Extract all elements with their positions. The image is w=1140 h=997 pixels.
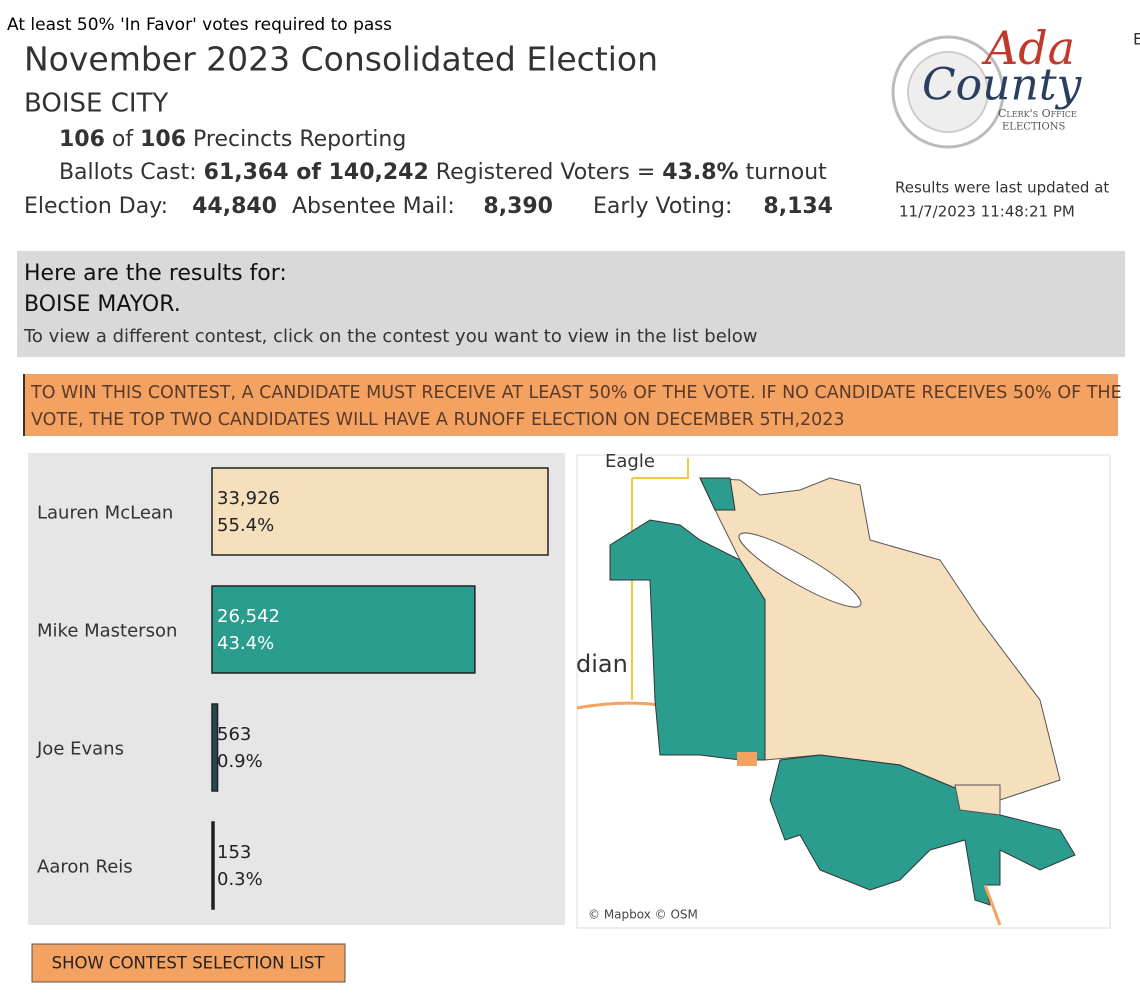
map-credit: © Mapbox © OSM xyxy=(588,908,698,922)
precincts-line: 106 of 106 Precincts Reporting xyxy=(24,127,427,152)
election-day-value: 44,840 xyxy=(192,194,277,219)
ballots-cast: 61,364 xyxy=(204,160,289,185)
turnout: 43.8% xyxy=(662,160,738,185)
precincts-total: 106 xyxy=(140,127,186,152)
category-label: Aaron Reis xyxy=(37,857,133,878)
value-label: 153 xyxy=(217,842,251,863)
contest-box xyxy=(17,251,1125,357)
map-label: dian xyxy=(576,650,628,678)
logo-office: Clerk's Office xyxy=(998,107,1077,120)
category-label: Mike Masterson xyxy=(37,621,177,642)
bar xyxy=(211,585,476,674)
precincts-reporting: 106 xyxy=(59,127,105,152)
bar xyxy=(211,467,549,556)
bar-chart: Lauren McLean 33,926 55.4% Mike Masterson 26… xyxy=(36,467,549,910)
button-bg[interactable] xyxy=(31,943,346,983)
absentee-value: 8,390 xyxy=(483,194,553,219)
notice-box xyxy=(3,10,403,38)
precincts-masterson xyxy=(699,477,736,511)
edge-text: E xyxy=(1133,30,1140,49)
ballots-line: Ballots Cast: 61,364 of 140,242 Register… xyxy=(24,160,848,185)
contest-hint: To view a different contest, click on th… xyxy=(23,326,758,347)
value-label: 563 xyxy=(217,724,251,745)
contest-intro: Here are the results for: xyxy=(24,261,287,286)
logo-name: Ada xyxy=(981,21,1075,75)
absentee-label: Absentee Mail: xyxy=(292,194,455,219)
logo-dept: Elections xyxy=(1002,122,1065,133)
value-label: 26,542 xyxy=(217,606,280,627)
text: turnout xyxy=(739,160,828,185)
map: Eagle dian © Mapbox © OSM xyxy=(576,451,1111,929)
rule-line: VOTE, THE TOP TWO CANDIDATES WILL HAVE A… xyxy=(31,410,845,430)
button-label[interactable]: SHOW CONTEST SELECTION LIST xyxy=(52,954,326,973)
category-label: Lauren McLean xyxy=(37,503,173,524)
category-label: Joe Evans xyxy=(36,739,124,760)
seal xyxy=(907,51,989,133)
seal-ring xyxy=(891,35,1005,149)
logo: Ada County Clerk's Office Elections xyxy=(891,21,1083,149)
election-day-label: Election Day: xyxy=(24,194,168,219)
contest-name: BOISE MAYOR. xyxy=(24,292,181,317)
updated-label: Results were last updated at xyxy=(895,179,1109,197)
road xyxy=(576,701,661,710)
share-label: 0.9% xyxy=(217,751,263,772)
map-label: Eagle xyxy=(605,451,655,472)
text: Precincts Reporting xyxy=(186,127,406,152)
bar xyxy=(211,703,219,792)
button[interactable]: SHOW CONTEST SELECTION LIST xyxy=(31,943,346,983)
precinct-other xyxy=(737,752,757,766)
rule-line: TO WIN THIS CONTEST, A CANDIDATE MUST RE… xyxy=(30,383,1122,403)
road xyxy=(631,458,689,700)
text: of xyxy=(289,160,329,185)
jurisdiction: BOISE CITY xyxy=(24,89,168,119)
early-label: Early Voting: xyxy=(593,194,732,219)
river xyxy=(738,532,862,608)
updated-time: 11/7/2023 11:48:21 PM xyxy=(899,203,1075,221)
registered: 140,242 xyxy=(329,160,429,185)
title: November 2023 Consolidated Election xyxy=(24,40,658,79)
text: of xyxy=(105,127,140,152)
text: Ballots Cast: xyxy=(59,160,204,185)
bar xyxy=(211,821,215,910)
share-label: 55.4% xyxy=(217,515,274,536)
road xyxy=(983,884,1002,926)
rule-box xyxy=(24,374,1118,436)
value-label: 33,926 xyxy=(217,488,280,509)
share-label: 0.3% xyxy=(217,869,263,890)
share-label: 43.4% xyxy=(217,633,274,654)
notice: At least 50% 'In Favor' votes required t… xyxy=(7,15,392,35)
logo-county: County xyxy=(922,60,1083,111)
early-value: 8,134 xyxy=(763,194,833,219)
precincts-mclean xyxy=(954,784,1001,816)
text: Registered Voters = xyxy=(429,160,662,185)
